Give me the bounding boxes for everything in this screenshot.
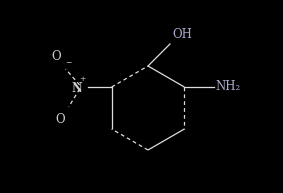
Text: NH₂: NH₂ [215, 80, 241, 93]
Text: +: + [80, 75, 86, 83]
Text: −: − [66, 59, 72, 67]
Text: N: N [72, 81, 83, 95]
Text: OH: OH [172, 28, 192, 41]
Text: O: O [55, 113, 65, 126]
Text: O: O [51, 50, 61, 63]
